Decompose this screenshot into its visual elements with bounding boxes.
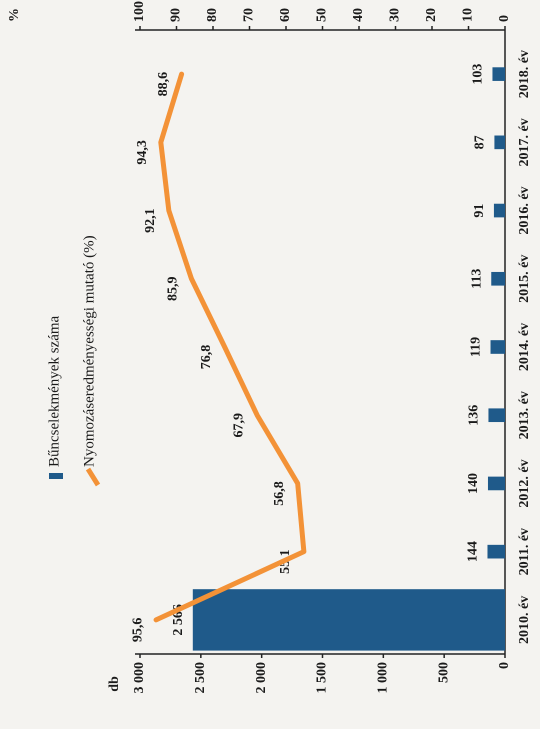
x-tick-label: 2015. év — [517, 255, 532, 303]
bar-value-label: 87 — [473, 135, 488, 149]
y2-tick-label: 50 — [315, 8, 330, 22]
legend-label: Bűncselekmények száma — [46, 315, 62, 467]
y2-tick-label: 20 — [424, 8, 439, 22]
line-value-label: 67,9 — [231, 413, 246, 438]
y2-tick-label: 30 — [388, 8, 403, 22]
y-axis-title: db — [107, 676, 122, 692]
x-tick-label: 2018. év — [517, 50, 532, 98]
y2-tick-label: 60 — [278, 8, 293, 22]
bar — [493, 203, 506, 218]
y2-tick-label: 80 — [205, 8, 220, 22]
bar — [491, 271, 506, 286]
y2-tick-label: 70 — [242, 8, 257, 22]
bar — [488, 408, 506, 423]
y-tick-label: 3 000 — [132, 662, 147, 694]
line — [153, 71, 307, 623]
bar — [492, 67, 505, 81]
x-tick-label: 2014. év — [517, 323, 532, 371]
x-tick-label: 2012. év — [517, 459, 532, 507]
line-value-label: 88,6 — [156, 72, 171, 97]
bar-value-label: 119 — [469, 337, 484, 357]
y-tick-label: 500 — [436, 662, 451, 683]
line-value-label: 92,1 — [143, 208, 158, 233]
y-tick-label: 1 000 — [376, 662, 391, 694]
line-value-label: 76,8 — [199, 345, 214, 370]
legend-label: Nyomozáseredményességi mutató (%) — [81, 235, 97, 467]
y2-tick-label: 40 — [351, 8, 366, 22]
bar — [192, 589, 505, 651]
bar-value-label: 113 — [469, 269, 484, 289]
bar — [487, 476, 506, 491]
legend-marker — [85, 467, 101, 487]
x-tick-label: 2016. év — [517, 186, 532, 234]
bar-value-label: 91 — [472, 204, 487, 218]
rotated-chart: db% 0 500 1 000 1 500 2 000 2 500 3 000 0 10 20 30 4… — [7, 1, 532, 694]
bar-value-label: 140 — [466, 473, 481, 494]
y-tick-label: 1 500 — [315, 662, 330, 694]
line-value-label: 85,9 — [166, 277, 181, 302]
y2-tick-label: 100 — [132, 1, 147, 22]
line-value-label: 94,3 — [135, 140, 150, 165]
bar — [487, 544, 506, 559]
y-tick-label: 2 000 — [254, 662, 269, 694]
x-tick-label: 2013. év — [517, 391, 532, 439]
y2-tick-label: 0 — [497, 15, 512, 22]
y-tick-label: 2 500 — [193, 662, 208, 694]
bar-value-label: 136 — [467, 405, 482, 426]
y2-tick-label: 90 — [169, 8, 184, 22]
line-value-label: 56,8 — [272, 481, 287, 506]
bar — [490, 340, 506, 354]
bar-value-label: 103 — [471, 64, 486, 85]
y2-axis-title: % — [7, 8, 22, 22]
y2-tick-label: 10 — [461, 8, 476, 22]
x-tick-label: 2010. év — [517, 596, 532, 644]
legend-marker — [49, 473, 63, 479]
y-tick-label: 0 — [497, 662, 512, 669]
x-tick-label: 2011. év — [517, 528, 532, 575]
bar-value-label: 144 — [466, 541, 481, 562]
bar — [494, 135, 506, 150]
x-tick-label: 2017. év — [517, 118, 532, 166]
line-value-label: 95,6 — [130, 618, 145, 643]
